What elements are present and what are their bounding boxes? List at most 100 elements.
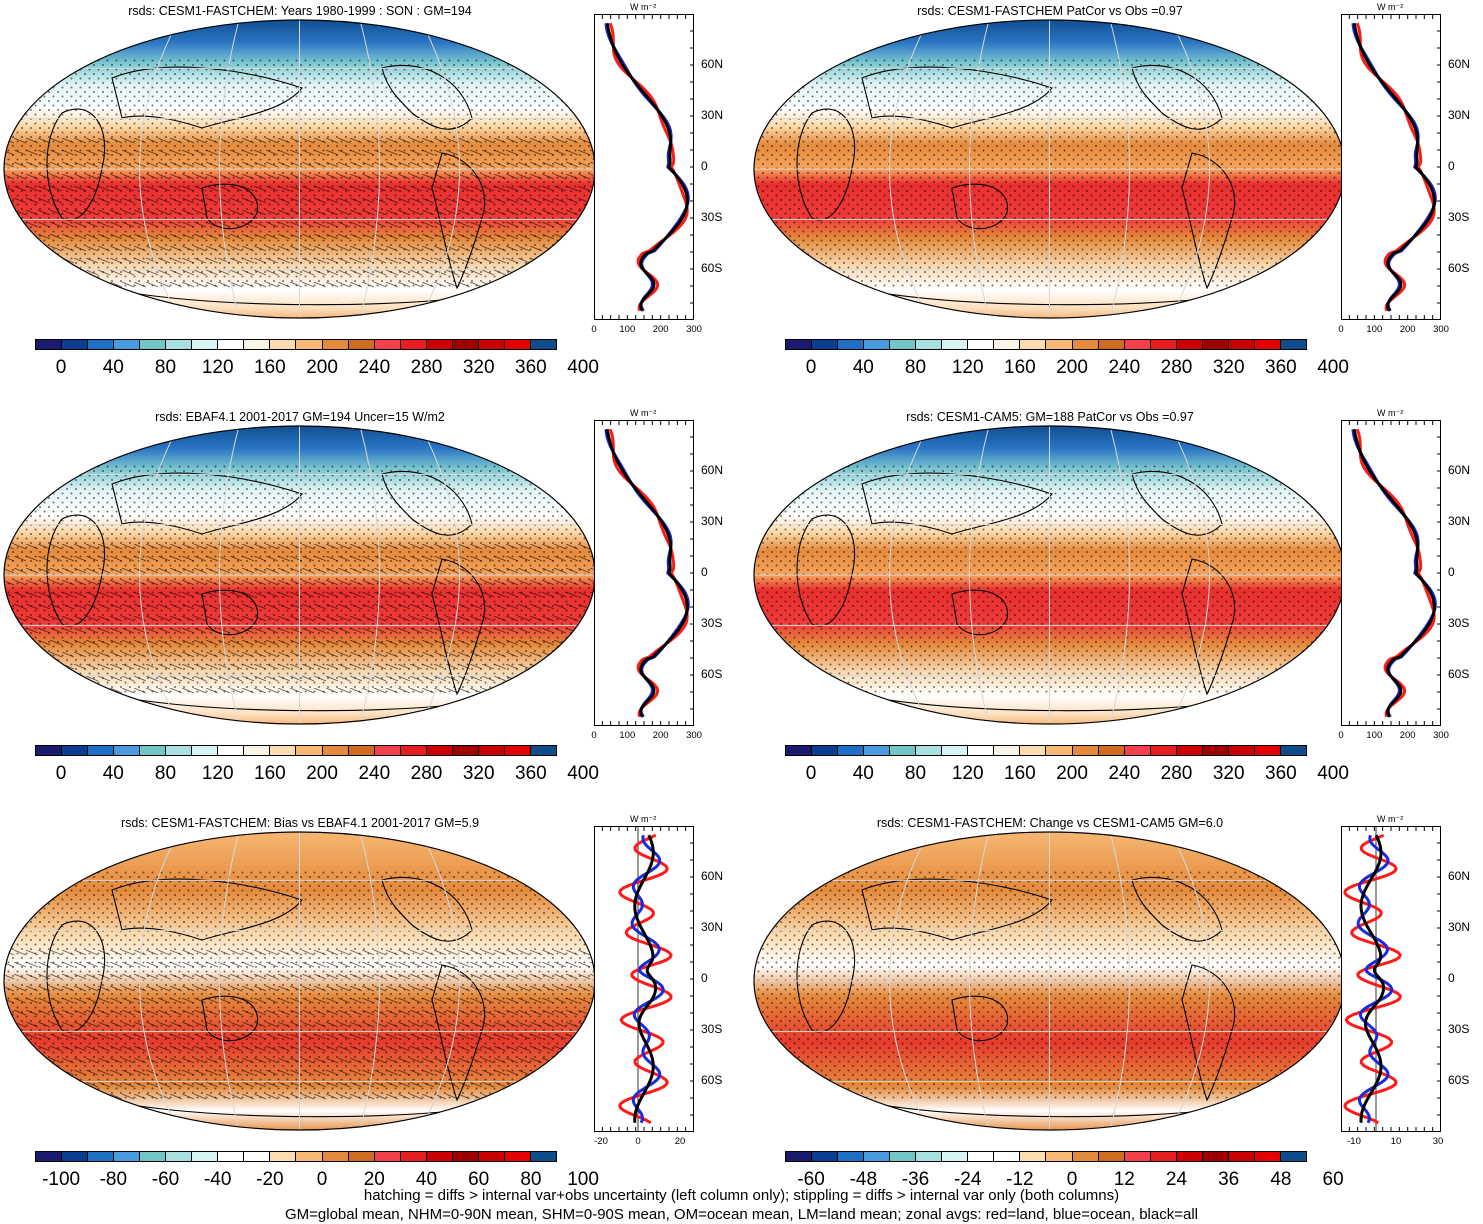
colorbar-label: 240 [358,763,391,784]
latitude-label: 0 [701,159,708,173]
colorbar-label: 360 [1265,357,1297,378]
map-title: rsds: CESM1-FASTCHEM PatCor vs Obs =0.97 [917,4,1183,18]
colorbar [35,339,557,350]
colorbar-label: 240 [1108,357,1141,378]
latitude-label: 60S [1448,1073,1470,1087]
colorbar-swatch [426,746,453,755]
panel-p4: rsds: CESM1-CAM5: GM=188 PatCor vs Obs =… [750,406,1483,812]
latitude-label: 60N [1448,57,1471,71]
colorbar-swatch [1046,746,1073,755]
robinson-map [2,18,597,320]
colorbar-swatch [1228,746,1255,755]
colorbar-swatch [1280,746,1306,755]
colorbar-swatch [166,1152,193,1161]
colorbar-swatch [1176,340,1203,349]
colorbar-swatch [166,340,193,349]
zonal-xtick-label: 20 [674,1136,686,1147]
colorbar-swatch [890,746,917,755]
zonal-xtick-label: 30 [1432,1136,1444,1147]
colorbar-label: 360 [515,763,547,784]
colorbar-swatch [296,1152,323,1161]
coastline [111,472,303,535]
coastline [861,472,1053,535]
colorbar-labels: -100 -80 -60 -40 -20 0 20 40 60 80 100 [35,1169,599,1191]
colorbar-swatch [916,1152,943,1161]
colorbar-label: 200 [306,763,338,784]
colorbar-label: 40 [852,357,874,378]
latitude-label: 0 [1448,159,1455,173]
colorbar-swatch [88,746,115,755]
colorbar-swatch [400,340,427,349]
colorbar-swatch [36,340,63,349]
colorbar-swatch [530,1152,556,1161]
zonal-line-land [608,22,689,312]
zonal-xtick-label: 0 [591,730,597,741]
colorbar-label: 80 [520,1169,542,1190]
colorbar-labels: 0 40 80 120 160 200 240 280 320 360 400 [35,357,599,379]
colorbar-label: 0 [1066,1169,1078,1190]
colorbar-swatch [1150,1152,1177,1161]
colorbar-swatch [400,1152,427,1161]
zonal-average-plot [1340,825,1442,1133]
colorbar [785,745,1307,756]
coastline [201,589,259,636]
colorbar-swatch [530,746,556,755]
map-title: rsds: EBAF4.1 2001-2017 GM=194 Uncer=15 … [155,410,445,424]
colorbar-swatch [244,1152,271,1161]
robinson-map [2,424,597,726]
colorbar-swatch [916,746,943,755]
colorbar-swatch [890,1152,917,1161]
colorbar-swatch [1124,746,1151,755]
colorbar-swatch [1150,340,1177,349]
latitude-label: 60S [701,1073,723,1087]
colorbar-label: 60 [1322,1169,1344,1190]
colorbar-swatch [36,1152,63,1161]
latitude-label: 0 [1448,971,1455,985]
footer-line-2: GM=global mean, NHM=0-90N mean, SHM=0-90… [284,1206,1198,1223]
colorbar-label: -48 [849,1169,878,1190]
colorbar-label: -100 [42,1169,81,1190]
colorbar-swatch [374,746,401,755]
coastline [1131,64,1223,130]
colorbar-label: 80 [904,763,927,784]
colorbar-swatch [838,340,865,349]
zonal-xtick-label: 300 [686,730,702,741]
colorbar-swatch [270,1152,297,1161]
colorbar-label: -24 [953,1169,982,1190]
colorbar-swatch [140,340,167,349]
colorbar-swatch [166,746,193,755]
colorbar-swatch [296,746,323,755]
colorbar-swatch [192,1152,219,1161]
colorbar-swatch [1072,1152,1099,1161]
latitude-label: 0 [701,971,708,985]
colorbar-swatch [478,746,505,755]
zonal-line-land [608,428,689,718]
colorbar-swatch [1072,340,1099,349]
latitude-label: 30N [701,108,724,122]
latitude-label: 30S [1448,616,1470,630]
colorbar-label: 0 [805,357,817,378]
colorbar-swatch [864,746,891,755]
zonal-xtick-label: -20 [594,1136,608,1147]
colorbar-swatch [114,1152,141,1161]
colorbar-label: 40 [102,763,124,784]
coastline [201,995,259,1042]
map-title: rsds: CESM1-CAM5: GM=188 PatCor vs Obs =… [906,410,1194,424]
colorbar-swatch [1202,746,1229,755]
colorbar-label: 60 [468,1169,490,1190]
colorbar-label: 280 [1160,357,1193,378]
colorbar-swatch [1150,746,1177,755]
coastline [861,878,1053,941]
coastline [381,876,473,942]
coastline [951,589,1009,636]
colorbar-swatch [348,1152,375,1161]
colorbar-swatch [62,1152,89,1161]
coastline [861,66,1053,129]
colorbar-swatch [192,340,219,349]
zonal-average-plot [1340,13,1442,321]
colorbar-label: 400 [1317,763,1349,784]
zonal-xtick-label: 0 [1338,730,1344,741]
latitude-label: 60N [1448,463,1471,477]
colorbar-swatch [994,1152,1021,1161]
colorbar-label: 0 [805,763,817,784]
